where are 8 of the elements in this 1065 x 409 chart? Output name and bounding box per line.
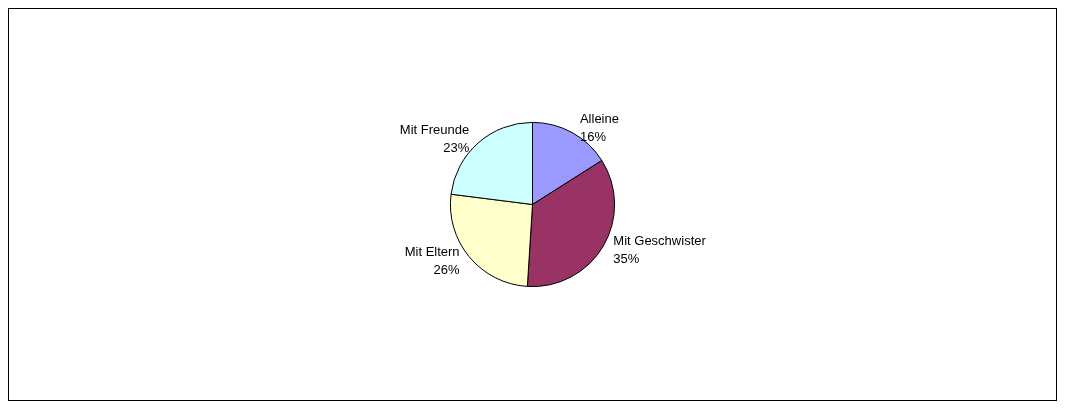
slice-label: Alleine xyxy=(579,110,619,126)
data-label: 23% xyxy=(443,139,470,155)
slice-label: Mit Freunde xyxy=(399,121,470,137)
slice-label: Mit Eltern xyxy=(404,244,460,260)
data-label: 16% xyxy=(579,128,607,144)
data-label: 26% xyxy=(433,262,461,278)
slice-label: Mit Geschwister xyxy=(613,232,707,248)
data-label: 35% xyxy=(613,250,640,266)
